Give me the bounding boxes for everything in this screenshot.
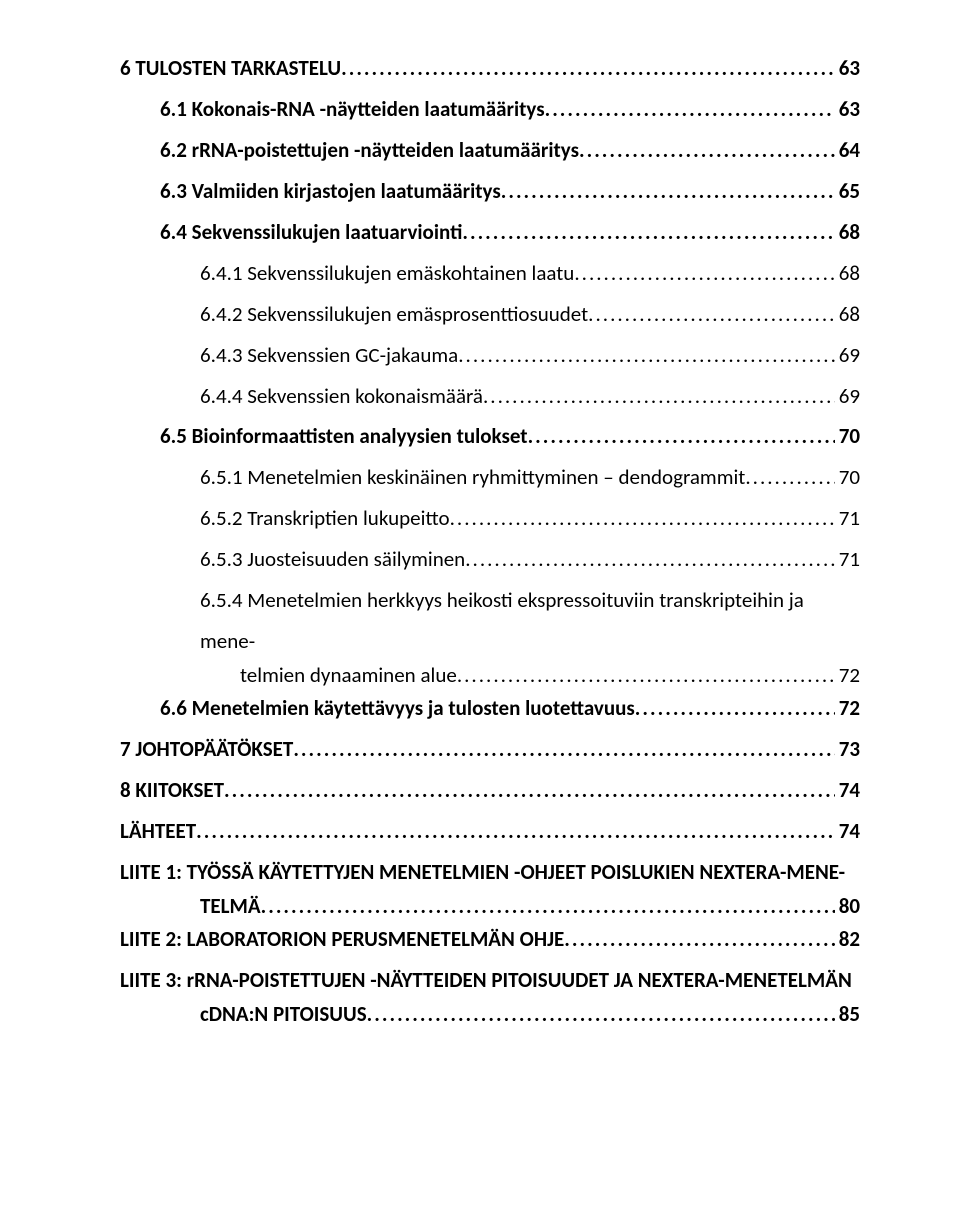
toc-entry-liite3-line1: LIITE 3: rRNA-POISTETTUJEN -NÄYTTEIDEN P… (120, 967, 852, 993)
toc-entry-page: 70 (835, 457, 860, 498)
toc-leader-dots (635, 688, 835, 729)
toc-entry-page: 64 (835, 130, 860, 171)
toc-entry: 7 JOHTOPÄÄTÖKSET 73 (120, 729, 860, 770)
toc-entry-page: 74 (835, 811, 860, 852)
toc-entry-page: 65 (835, 171, 860, 212)
toc-entry-label: 6.4 Sekvenssilukujen laatuarviointi (160, 212, 462, 253)
toc-leader-dots (293, 729, 834, 770)
toc-leader-dots (545, 89, 835, 130)
toc-entry: 6.4.4 Sekvenssien kokonaismäärä 69 (120, 376, 860, 417)
toc-entry-label: 6.5.3 Juosteisuuden säilyminen (200, 539, 465, 580)
toc-entry-page: 72 (835, 688, 860, 729)
toc-entry: 6.1 Kokonais-RNA -näytteiden laatumäärit… (120, 89, 860, 130)
toc-entry: LÄHTEET 74 (120, 811, 860, 852)
toc-entry: 6.6 Menetelmien käytettävyys ja tulosten… (120, 688, 860, 729)
toc-leader-dots (745, 457, 834, 498)
toc-page: 6 TULOSTEN TARKASTELU 63 6.1 Kokonais-RNA … (0, 0, 960, 1224)
toc-leader-dots (501, 171, 835, 212)
toc-leader-dots (465, 539, 834, 580)
toc-entry-page: 71 (835, 498, 860, 539)
toc-entry-label: 6 TULOSTEN TARKASTELU (120, 48, 341, 89)
toc-leader-dots (483, 376, 835, 417)
toc-entry-page: 69 (835, 376, 860, 417)
toc-entry-page: 63 (835, 48, 860, 89)
toc-entry-page: 68 (835, 253, 860, 294)
toc-entry: 6 TULOSTEN TARKASTELU 63 (120, 48, 860, 89)
toc-list-2: 6.6 Menetelmien käytettävyys ja tulosten… (120, 688, 860, 852)
toc-leader-dots (450, 498, 835, 539)
toc-entry-liite3-line2: cDNA:N PITOISUUS (200, 1001, 367, 1027)
toc-leader-dots (528, 416, 835, 457)
toc-leader-dots (367, 1001, 835, 1027)
toc-entry-liite2: LIITE 2: LABORATORION PERUSMENETELMÄN OH… (120, 919, 860, 960)
toc-entry-label: 6.1 Kokonais-RNA -näytteiden laatumäärit… (160, 89, 545, 130)
toc-leader-dots (574, 253, 834, 294)
toc-entry: 6.5.3 Juosteisuuden säilyminen 71 (120, 539, 860, 580)
toc-entry: 6.4.2 Sekvenssilukujen emäsprosenttiosuu… (120, 294, 860, 335)
toc-entry-liite2-label: LIITE 2: LABORATORION PERUSMENETELMÄN OH… (120, 919, 564, 960)
toc-entry-label: 6.4.4 Sekvenssien kokonaismäärä (200, 376, 483, 417)
toc-entry-label: 6.6 Menetelmien käytettävyys ja tulosten… (160, 688, 635, 729)
toc-entry: 6.4.3 Sekvenssien GC-jakauma 69 (120, 335, 860, 376)
toc-leader-dots (224, 770, 835, 811)
toc-entry-page: 68 (835, 294, 860, 335)
toc-leader-dots (458, 335, 834, 376)
toc-entry-page: 70 (835, 416, 860, 457)
toc-leader-dots (261, 893, 835, 919)
toc-entry-liite1-line2: TELMÄ (200, 893, 261, 919)
toc-entry-label: 6.2 rRNA-poistettujen -näytteiden laatum… (160, 130, 579, 171)
toc-entry-6-5-4-line2: telmien dynaaminen alue (240, 662, 457, 688)
toc-entry-page: 71 (835, 539, 860, 580)
toc-entry-liite3-page: 85 (835, 1001, 860, 1027)
toc-entry-page: 68 (835, 212, 860, 253)
toc-entry: 6.4 Sekvenssilukujen laatuarviointi 68 (120, 212, 860, 253)
toc-entry-liite1-page: 80 (835, 893, 860, 919)
toc-list: 6 TULOSTEN TARKASTELU 63 6.1 Kokonais-RNA … (120, 48, 860, 580)
toc-leader-dots (457, 662, 835, 688)
toc-leader-dots (462, 212, 834, 253)
toc-entry: 6.4.1 Sekvenssilukujen emäskohtainen laa… (120, 253, 860, 294)
toc-leader-dots (579, 130, 835, 171)
toc-entry-6-5-4: 6.5.4 Menetelmien herkkyys heikosti eksp… (120, 580, 860, 688)
toc-leader-dots (564, 919, 834, 960)
toc-entry-liite3: LIITE 3: rRNA-POISTETTUJEN -NÄYTTEIDEN P… (120, 960, 860, 1027)
toc-entry-label: 7 JOHTOPÄÄTÖKSET (120, 729, 293, 770)
toc-entry-liite1: LIITE 1: TYÖSSÄ KÄYTETTYJEN MENETELMIEN … (120, 852, 860, 919)
toc-entry-page: 73 (835, 729, 860, 770)
toc-entry-label: 6.5 Bioinformaattisten analyysien tuloks… (160, 416, 528, 457)
toc-entry-label: LÄHTEET (120, 811, 196, 852)
toc-entry: 6.5.2 Transkriptien lukupeitto 71 (120, 498, 860, 539)
toc-entry-6-5-4-page: 72 (835, 662, 860, 688)
toc-entry: 8 KIITOKSET 74 (120, 770, 860, 811)
toc-entry-label: 6.5.2 Transkriptien lukupeitto (200, 498, 450, 539)
toc-entry-label: 6.3 Valmiiden kirjastojen laatumääritys (160, 171, 501, 212)
toc-entry-label: 6.4.2 Sekvenssilukujen emäsprosenttiosuu… (200, 294, 588, 335)
toc-leader-dots (196, 811, 835, 852)
toc-entry-6-5-4-line1: 6.5.4 Menetelmien herkkyys heikosti eksp… (200, 587, 804, 654)
toc-entry-label: 6.5.1 Menetelmien keskinäinen ryhmittymi… (200, 457, 745, 498)
toc-entry: 6.2 rRNA-poistettujen -näytteiden laatum… (120, 130, 860, 171)
toc-leader-dots (341, 48, 835, 89)
toc-entry-liite1-line1: LIITE 1: TYÖSSÄ KÄYTETTYJEN MENETELMIEN … (120, 859, 845, 885)
toc-entry-page: 63 (835, 89, 860, 130)
toc-entry-label: 8 KIITOKSET (120, 770, 224, 811)
toc-entry-page: 69 (835, 335, 860, 376)
toc-entry-label: 6.4.1 Sekvenssilukujen emäskohtainen laa… (200, 253, 574, 294)
toc-entry: 6.5.1 Menetelmien keskinäinen ryhmittymi… (120, 457, 860, 498)
toc-leader-dots (588, 294, 835, 335)
toc-entry: 6.3 Valmiiden kirjastojen laatumääritys 6… (120, 171, 860, 212)
toc-entry: 6.5 Bioinformaattisten analyysien tuloks… (120, 416, 860, 457)
toc-entry-label: 6.4.3 Sekvenssien GC-jakauma (200, 335, 458, 376)
toc-entry-page: 74 (835, 770, 860, 811)
toc-entry-liite2-page: 82 (835, 919, 860, 960)
